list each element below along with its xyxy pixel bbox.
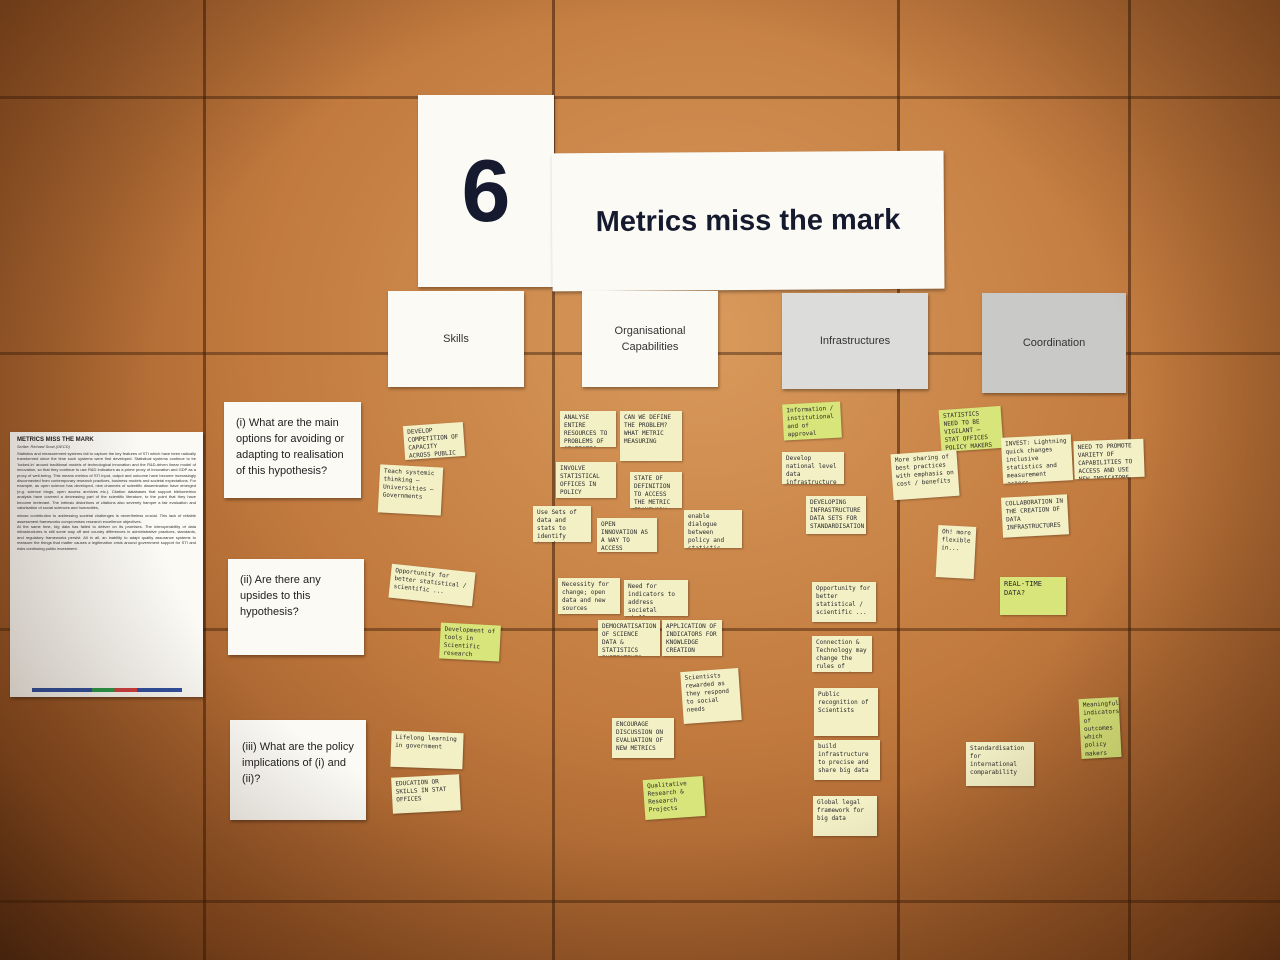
- sticky-note: NEED TO PROMOTE VARIETY OF CAPABILITIES …: [1073, 438, 1145, 480]
- sticky-note: Information / institutional and of appro…: [782, 401, 842, 441]
- wall-panel-seam: [0, 900, 1280, 903]
- sticky-note: EDUCATION OR SKILLS IN STAT OFFICES: [391, 774, 461, 814]
- question-sheet-3: (iii) What are the policy implications o…: [230, 720, 366, 820]
- sticky-note: Use Sets of data and stats to identify t…: [533, 506, 591, 542]
- sticky-note: CAN WE DEFINE THE PROBLEM? WHAT METRIC M…: [620, 411, 682, 461]
- sticky-note: APPLICATION OF INDICATORS FOR KNOWLEDGE …: [662, 620, 722, 656]
- column-label: Infrastructures: [819, 334, 891, 347]
- sticky-note: COLLABORATION IN THE CREATION OF DATA IN…: [1000, 494, 1070, 538]
- sticky-note: INVOLVE STATISTICAL OFFICES IN POLICY: [556, 462, 616, 498]
- sticky-note: Global legal framework for big data: [813, 796, 877, 836]
- title-number-sheet: 6: [418, 95, 554, 287]
- sticky-note: INVEST: Lightning quick changes inclusiv…: [1000, 434, 1074, 484]
- sticky-note: Scientists rewarded as they respond to s…: [680, 668, 742, 724]
- column-header-skills: Skills: [388, 291, 524, 387]
- question-sheet-2: (ii) Are there any upsides to this hypot…: [228, 559, 364, 655]
- sticky-note: More sharing of best practices with emph…: [890, 449, 960, 501]
- wall-panel-seam: [0, 96, 1280, 99]
- title-text-sheet: Metrics miss the mark: [551, 150, 945, 292]
- sticky-note: OPEN INNOVATION AS A WAY TO ACCESS INDIC…: [597, 518, 657, 552]
- question-text: (ii) Are there any upsides to this hypot…: [240, 574, 321, 618]
- title-text: Metrics miss the mark: [595, 203, 901, 238]
- column-label: Organisational Capabilities: [614, 324, 686, 354]
- sticky-note: STATE OF DEFINITION TO ACCESS THE METRIC…: [630, 472, 682, 508]
- question-sheet-1: (i) What are the main options for avoidi…: [224, 402, 361, 498]
- sticky-note: Need for indicators to address societal …: [624, 580, 688, 616]
- sticky-note: build infrastructure to precise and shar…: [814, 740, 880, 780]
- sticky-note: Lifelong learning in government: [390, 730, 464, 770]
- summary-sheet: METRICS MISS THE MARK Scribe: Richard Sc…: [10, 432, 203, 697]
- question-text: (i) What are the main options for avoidi…: [236, 417, 345, 477]
- sticky-note: Meaningful indicators of outcomes which …: [1078, 696, 1122, 760]
- question-text: (iii) What are the policy implications o…: [242, 741, 354, 785]
- sticky-note: Public recognition of Scientists: [814, 688, 878, 736]
- wall-panel-seam: [203, 0, 206, 960]
- sticky-note: Qualitative Research & Research Projects: [642, 775, 706, 821]
- summary-scribe: Scribe: Richard Scott (OECD): [17, 444, 70, 449]
- sticky-note: DEVELOPING INFRASTRUCTURE DATA SETS FOR …: [806, 496, 866, 534]
- summary-paragraph: Statistics and measurement systems fail …: [17, 451, 196, 510]
- sticky-note: REAL-TIME DATA?: [1000, 577, 1066, 615]
- logo-strip: [32, 688, 182, 692]
- sticky-note: Necessity for change; open data and new …: [558, 578, 620, 614]
- column-header-infrastructures: Infrastructures: [782, 293, 928, 389]
- column-header-coordination: Coordination: [982, 293, 1126, 393]
- sticky-note: Connection & Technology may change the r…: [812, 636, 872, 672]
- sticky-note: Develop national level data infrastructu…: [782, 452, 844, 484]
- column-header-organisational-capabilities: Organisational Capabilities: [582, 291, 718, 387]
- sticky-note: Standardisation for international compar…: [966, 742, 1034, 786]
- sticky-note: ENCOURAGE DISCUSSION ON EVALUATION OF NE…: [612, 718, 674, 758]
- wall-panel-seam: [552, 0, 555, 960]
- column-label: Skills: [443, 332, 469, 345]
- sticky-note: STATISTICS NEED TO BE VIGILANT — STAT OF…: [938, 405, 1004, 453]
- summary-heading: METRICS MISS THE MARK: [17, 437, 94, 443]
- sticky-note: DEVELOP COMPETITION OF CAPACITY ACROSS P…: [402, 421, 466, 461]
- sticky-note: Opportunity for better statistical / sci…: [812, 582, 876, 622]
- summary-paragraph: whose contribution to addressing societa…: [17, 513, 196, 524]
- sticky-note: DEMOCRATISATION OF SCIENCE DATA & STATIS…: [598, 620, 660, 656]
- sticky-note: enable dialogue between policy and stati…: [684, 510, 742, 548]
- summary-paragraph: At the same time, big data has failed to…: [17, 524, 196, 551]
- sticky-note: Development of tools in Scientific resea…: [439, 622, 501, 662]
- sticky-note: ANALYSE ENTIRE RESOURCES TO PROBLEMS OF …: [560, 411, 616, 447]
- column-label: Coordination: [1022, 336, 1086, 349]
- title-number: 6: [461, 141, 511, 240]
- sticky-note: Oh! more flexible in...: [935, 525, 977, 579]
- sticky-note: Teach systemic thinking — Universities —…: [377, 464, 444, 516]
- wall-panel-seam: [1128, 0, 1131, 960]
